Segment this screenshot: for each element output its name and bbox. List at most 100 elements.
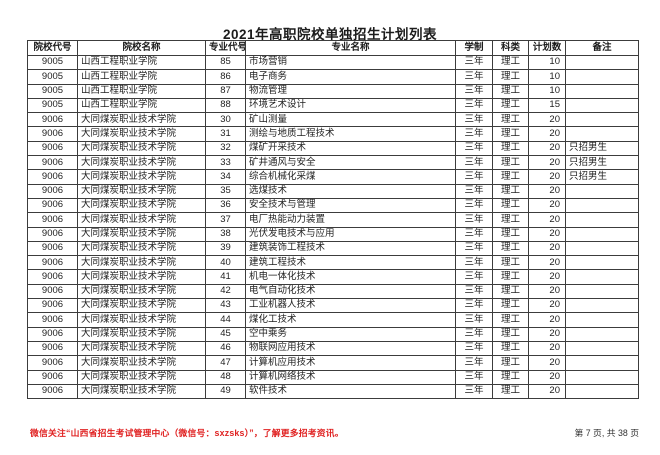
table-row: 9006 大同煤炭职业技术学院 33 矿井通风与安全 三年 理工 20 只招男生 (27, 155, 639, 171)
table-cell: 9005 (27, 54, 78, 71)
column-header: 学制 (455, 40, 493, 56)
table-cell: 理工 (492, 340, 529, 357)
table-cell: 理工 (492, 97, 529, 114)
table-cell (565, 369, 639, 385)
table-cell: 三年 (455, 312, 493, 328)
table-cell: 33 (205, 155, 246, 171)
table-row: 9005 山西工程职业学院 86 电子商务 三年 理工 10 (27, 69, 639, 85)
table-row: 9006 大同煤炭职业技术学院 35 选煤技术 三年 理工 20 (27, 183, 639, 199)
table-cell: 理工 (492, 197, 529, 214)
table-cell: 9006 (27, 369, 78, 385)
table-cell: 安全技术与管理 (245, 197, 456, 214)
table-cell: 理工 (492, 140, 529, 157)
table-row: 9006 大同煤炭职业技术学院 38 光伏发电技术与应用 三年 理工 20 (27, 226, 639, 242)
table-cell: 三年 (455, 54, 493, 71)
table-row: 9006 大同煤炭职业技术学院 47 计算机应用技术 三年 理工 20 (27, 355, 639, 371)
table-cell: 41 (205, 269, 246, 285)
table-cell: 三年 (455, 269, 493, 285)
table-cell (565, 54, 639, 71)
table-cell (565, 240, 639, 257)
table-cell: 大同煤炭职业技术学院 (77, 383, 206, 400)
table-cell: 大同煤炭职业技术学院 (77, 155, 206, 171)
table-row: 9006 大同煤炭职业技术学院 32 煤矿开采技术 三年 理工 20 只招男生 (27, 140, 639, 157)
table-cell: 理工 (492, 83, 529, 99)
table-cell: 9005 (27, 97, 78, 114)
table-cell: 只招男生 (565, 140, 639, 157)
table-row: 9006 大同煤炭职业技术学院 40 建筑工程技术 三年 理工 20 (27, 255, 639, 271)
page-number: 第 7 页, 共 38 页 (574, 428, 639, 438)
column-header: 院校代号 (27, 40, 78, 56)
table-cell: 20 (528, 212, 566, 228)
table-cell (565, 340, 639, 357)
table-cell: 大同煤炭职业技术学院 (77, 283, 206, 300)
table-cell: 20 (528, 283, 566, 300)
table-cell: 只招男生 (565, 169, 639, 185)
table-row: 9006 大同煤炭职业技术学院 42 电气自动化技术 三年 理工 20 (27, 283, 639, 300)
table-cell: 9006 (27, 255, 78, 271)
table-cell: 理工 (492, 54, 529, 71)
table-cell: 三年 (455, 140, 493, 157)
table-cell: 48 (205, 369, 246, 385)
table-cell: 9006 (27, 355, 78, 371)
table-cell: 理工 (492, 126, 529, 142)
table-cell: 10 (528, 54, 566, 71)
table-cell: 三年 (455, 240, 493, 257)
table-cell: 87 (205, 83, 246, 99)
table-cell: 35 (205, 183, 246, 199)
table-cell: 49 (205, 383, 246, 400)
table-cell: 理工 (492, 212, 529, 228)
table-cell: 大同煤炭职业技术学院 (77, 169, 206, 185)
table-cell (565, 83, 639, 99)
table-cell: 9006 (27, 283, 78, 300)
table-cell: 大同煤炭职业技术学院 (77, 312, 206, 328)
table-cell (565, 383, 639, 400)
table-cell: 大同煤炭职业技术学院 (77, 183, 206, 199)
table-cell: 矿井通风与安全 (245, 155, 456, 171)
table-cell: 9005 (27, 69, 78, 85)
table-cell: 大同煤炭职业技术学院 (77, 355, 206, 371)
wechat-notice: 微信关注“山西省招生考试管理中心（微信号：sxzsks）”，了解更多招考资讯。 (30, 428, 344, 438)
table-cell (565, 97, 639, 114)
table-cell: 9006 (27, 226, 78, 242)
table-cell: 三年 (455, 97, 493, 114)
table-cell: 31 (205, 126, 246, 142)
table-cell: 39 (205, 240, 246, 257)
table-cell: 理工 (492, 255, 529, 271)
table-cell: 大同煤炭职业技术学院 (77, 126, 206, 142)
table-cell (565, 226, 639, 242)
enrollment-plan-table: 院校代号 院校名称 专业代号 专业名称 学制 科类 计划数 备注 9005 山西工程职业学院 85… (27, 40, 639, 400)
table-cell: 大同煤炭职业技术学院 (77, 369, 206, 385)
table-cell: 10 (528, 83, 566, 99)
table-cell (565, 69, 639, 85)
table-cell: 37 (205, 212, 246, 228)
table-cell: 86 (205, 69, 246, 85)
table-cell (565, 355, 639, 371)
table-cell: 理工 (492, 240, 529, 257)
table-row: 9006 大同煤炭职业技术学院 39 建筑装饰工程技术 三年 理工 20 (27, 240, 639, 257)
table-cell: 理工 (492, 112, 529, 128)
table-cell: 煤矿开采技术 (245, 140, 456, 157)
table-cell (565, 183, 639, 199)
table-cell: 32 (205, 140, 246, 157)
table-cell: 大同煤炭职业技术学院 (77, 212, 206, 228)
table-cell: 三年 (455, 326, 493, 342)
column-header: 科类 (492, 40, 529, 56)
table-cell: 三年 (455, 69, 493, 85)
table-cell: 计算机网络技术 (245, 369, 456, 385)
table-cell: 山西工程职业学院 (77, 69, 206, 85)
table-cell: 机电一体化技术 (245, 269, 456, 285)
table-cell: 20 (528, 126, 566, 142)
table-cell: 三年 (455, 340, 493, 357)
table-cell: 大同煤炭职业技术学院 (77, 340, 206, 357)
table-cell: 大同煤炭职业技术学院 (77, 255, 206, 271)
table-cell: 测绘与地质工程技术 (245, 126, 456, 142)
table-cell: 建筑装饰工程技术 (245, 240, 456, 257)
table-cell: 15 (528, 97, 566, 114)
table-row: 9006 大同煤炭职业技术学院 30 矿山测量 三年 理工 20 (27, 112, 639, 128)
table-cell: 理工 (492, 69, 529, 85)
table-row: 9005 山西工程职业学院 85 市场营销 三年 理工 10 (27, 54, 639, 71)
table-cell: 理工 (492, 355, 529, 371)
table-cell: 20 (528, 383, 566, 400)
table-cell: 20 (528, 298, 566, 314)
